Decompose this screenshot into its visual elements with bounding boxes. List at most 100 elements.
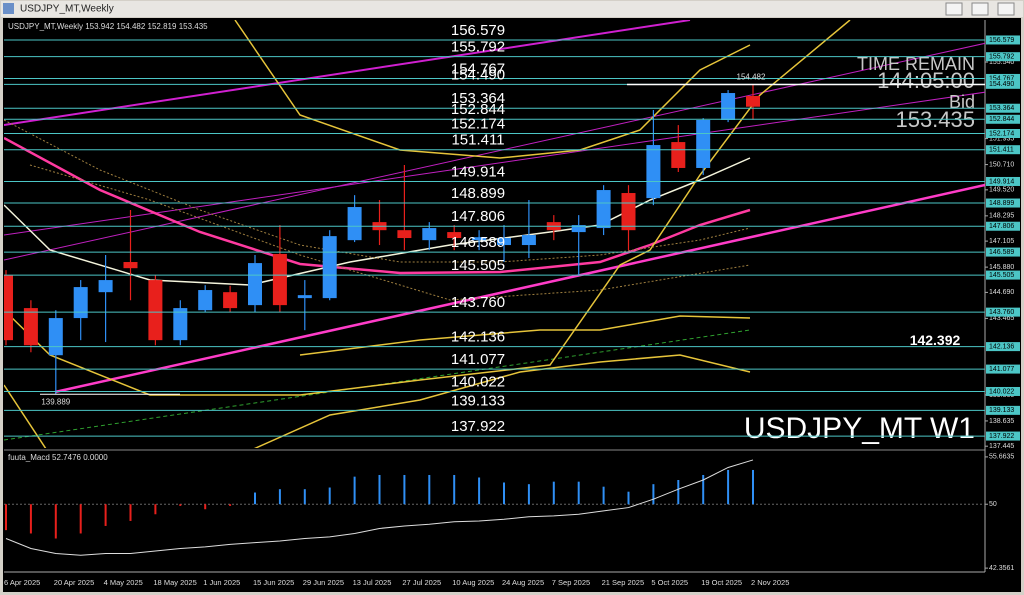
restore-button[interactable] — [971, 2, 989, 16]
y-tick-label: 148.295 — [989, 213, 1014, 220]
level-axis-label: 147.806 — [989, 223, 1014, 230]
candle-body — [223, 292, 238, 309]
moving-average — [4, 136, 751, 275]
level-axis-box — [986, 342, 1020, 352]
level-axis-label: 145.505 — [989, 272, 1014, 279]
level-axis-box — [986, 73, 1020, 83]
trendline — [4, 91, 985, 236]
level-axis-box — [986, 247, 1020, 257]
y-tick-label: 151.935 — [989, 135, 1014, 142]
candle-body — [297, 295, 312, 299]
x-tick-label: 15 Jun 2025 — [253, 578, 294, 587]
level-label: 154.490 — [451, 66, 505, 83]
candle-body — [621, 193, 636, 231]
x-tick-label: 20 Apr 2025 — [54, 578, 94, 587]
x-tick-label: 13 Jul 2025 — [353, 578, 392, 587]
candle-body — [98, 280, 113, 293]
candle-body — [272, 253, 287, 306]
bid-title: Bid — [949, 92, 975, 112]
level-axis-box — [986, 431, 1020, 441]
window-icon — [3, 3, 14, 14]
candle-body — [571, 225, 586, 233]
minimize-button[interactable] — [945, 2, 963, 16]
envelope-band — [4, 384, 47, 448]
candle-body — [721, 93, 736, 120]
envelope-band — [234, 20, 751, 159]
y-tick-label: 145.880 — [989, 264, 1014, 271]
candle-body — [521, 235, 536, 246]
title-bar — [1, 1, 1023, 17]
x-tick-label: 6 Apr 2025 — [4, 578, 40, 587]
candle-body — [198, 290, 213, 311]
candle-body — [472, 237, 487, 241]
level-axis-box — [986, 221, 1020, 231]
window-title: USDJPY_MT,Weekly — [20, 4, 114, 15]
y-tick-label: 155.540 — [989, 59, 1014, 66]
level-axis-box — [986, 270, 1020, 280]
macd-signal: 0.0000 — [83, 453, 108, 462]
level-label: 142.136 — [451, 329, 505, 346]
x-tick-label: 10 Aug 2025 — [452, 578, 494, 587]
header-open: 153.942 — [85, 22, 114, 31]
y-tick-label: 143.465 — [989, 315, 1014, 322]
level-axis-label: 149.914 — [989, 178, 1014, 185]
macd-tick-label: 50 — [989, 501, 997, 508]
close-button[interactable] — [997, 2, 1015, 16]
x-tick-label: 21 Sep 2025 — [602, 578, 645, 587]
level-axis-label: 140.022 — [989, 388, 1014, 395]
level-label: 152.844 — [451, 101, 505, 118]
level-axis-label: 155.792 — [989, 54, 1014, 61]
y-tick-label: 150.710 — [989, 161, 1014, 168]
level-axis-box — [986, 103, 1020, 113]
level-axis-label: 148.899 — [989, 200, 1014, 207]
x-tick-label: 18 May 2025 — [153, 578, 196, 587]
x-tick-label: 7 Sep 2025 — [552, 578, 590, 587]
chart-header: USDJPY_MT,Weekly 153.942 154.482 152.819… — [8, 22, 208, 31]
level-axis-box — [986, 386, 1020, 396]
level-label: 151.411 — [451, 132, 504, 149]
candle-body — [173, 308, 188, 341]
moving-average — [4, 157, 751, 286]
envelope-band — [4, 20, 851, 396]
candle-body — [23, 308, 38, 346]
level-axis-box — [986, 114, 1020, 124]
level-axis-label: 151.411 — [989, 147, 1014, 154]
candle-body — [48, 318, 63, 356]
level-axis-label: 139.133 — [989, 407, 1014, 414]
level-axis-box — [986, 198, 1020, 208]
candle-body — [696, 119, 711, 168]
y-tick-label: 147.105 — [989, 238, 1014, 245]
level-axis-label: 153.364 — [989, 105, 1014, 112]
candle-body — [123, 262, 138, 269]
x-tick-label: 29 Jun 2025 — [303, 578, 344, 587]
chart-background — [3, 18, 1021, 592]
trendline — [54, 183, 985, 394]
level-axis-box — [986, 128, 1020, 138]
level-axis-label: 142.136 — [989, 343, 1014, 350]
candle-body — [746, 95, 760, 107]
indicator-overlays — [4, 20, 985, 448]
candle-body — [4, 275, 13, 341]
level-label: 148.899 — [451, 185, 505, 202]
level-axis-label: 156.579 — [989, 37, 1014, 44]
candle-body — [347, 207, 362, 241]
macd-line — [5, 459, 754, 556]
candle-body — [148, 280, 163, 341]
timer-title: TIME REMAIN — [857, 54, 975, 74]
level-label: 141.077 — [451, 351, 505, 368]
x-tick-label: 1 Jun 2025 — [203, 578, 240, 587]
level-label: 143.760 — [451, 294, 505, 311]
level-axis-box — [986, 405, 1020, 415]
level-label: 152.174 — [451, 115, 505, 132]
level-axis-label: 152.174 — [989, 130, 1014, 137]
macd-tick-label: 42.3561 — [989, 565, 1014, 572]
level-axis-label: 154.490 — [989, 81, 1014, 88]
levels — [4, 84, 760, 395]
level-label: 145.505 — [451, 257, 505, 274]
level-axis-box — [986, 35, 1020, 45]
candle-body — [397, 230, 412, 239]
macd-tick-label: 55.6635 — [989, 454, 1014, 461]
level-label: 155.792 — [451, 39, 505, 56]
